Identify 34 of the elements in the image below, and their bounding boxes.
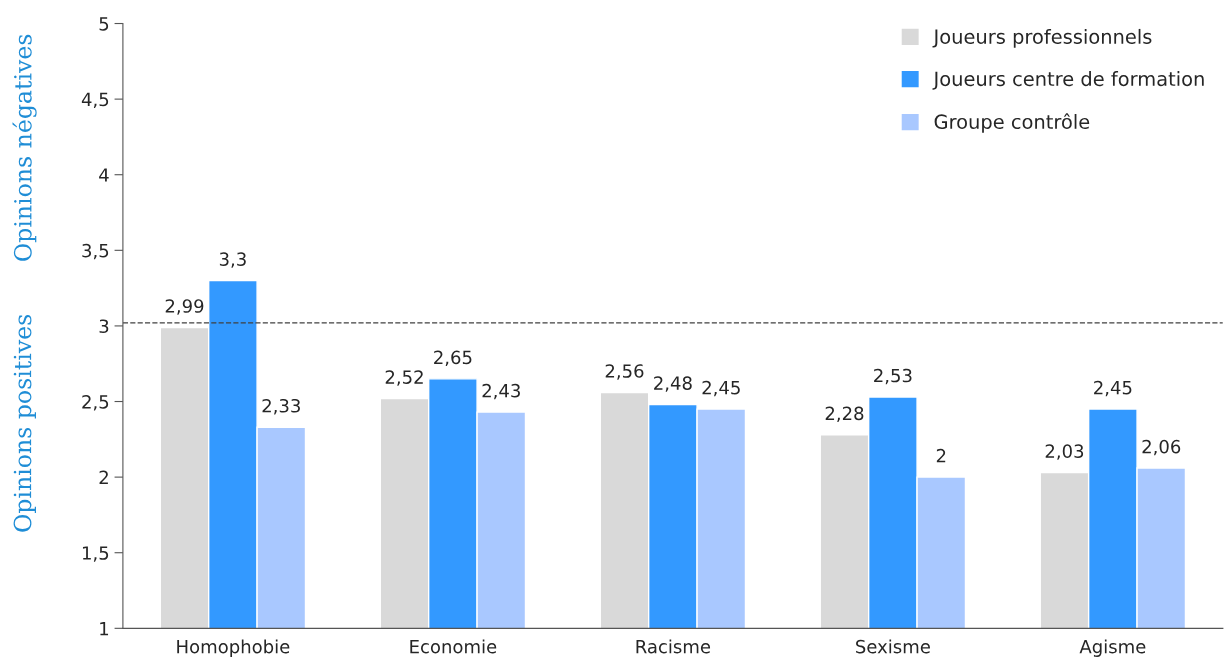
y-tick-label: 1,5 (82, 546, 109, 562)
data-label: 2,28 (825, 406, 864, 423)
x-tick-label: Homophobie (177, 639, 290, 657)
data-label: 2,06 (1142, 439, 1181, 456)
text: Opinions négatives (12, 34, 37, 261)
y-tick-label: 1 (100, 622, 109, 636)
y-tick-label: 3,5 (82, 243, 109, 260)
data-label: 2,53 (874, 368, 912, 385)
data-label: 2,43 (482, 383, 520, 400)
data-label: 2,45 (1094, 380, 1132, 397)
y-tick-label: 4,5 (81, 92, 109, 109)
x-tick-label: Economie (410, 639, 497, 654)
data-label: 2,65 (434, 350, 472, 367)
legend-label: Joueurs professionnels (932, 28, 1152, 48)
data-label: 2,03 (1045, 444, 1084, 460)
legend-label: Groupe contrôle (934, 113, 1090, 133)
data-label: 2,33 (262, 398, 300, 415)
y-tick-label: 2,5 (82, 394, 109, 411)
text: Opinions positives (13, 314, 37, 532)
data-label: 2,52 (385, 370, 423, 386)
x-tick-label: Racisme (636, 639, 711, 654)
x-tick-label: Agisme (1079, 639, 1146, 657)
y-tick-label: 2 (99, 470, 108, 484)
data-label: 2 (936, 448, 946, 463)
legend-label: Joueurs centre de formation (932, 71, 1204, 90)
data-label: 2,48 (654, 376, 692, 392)
data-label: 3,3 (219, 252, 246, 268)
y-tick-label: 3 (99, 319, 109, 334)
data-label: 2,99 (165, 299, 204, 315)
y-tick-label: 5 (99, 17, 109, 31)
y-tick-label: 4 (99, 168, 109, 182)
data-label: 2,45 (702, 380, 740, 397)
data-label: 2,56 (605, 364, 644, 380)
x-tick-label: Sexisme (856, 639, 930, 654)
